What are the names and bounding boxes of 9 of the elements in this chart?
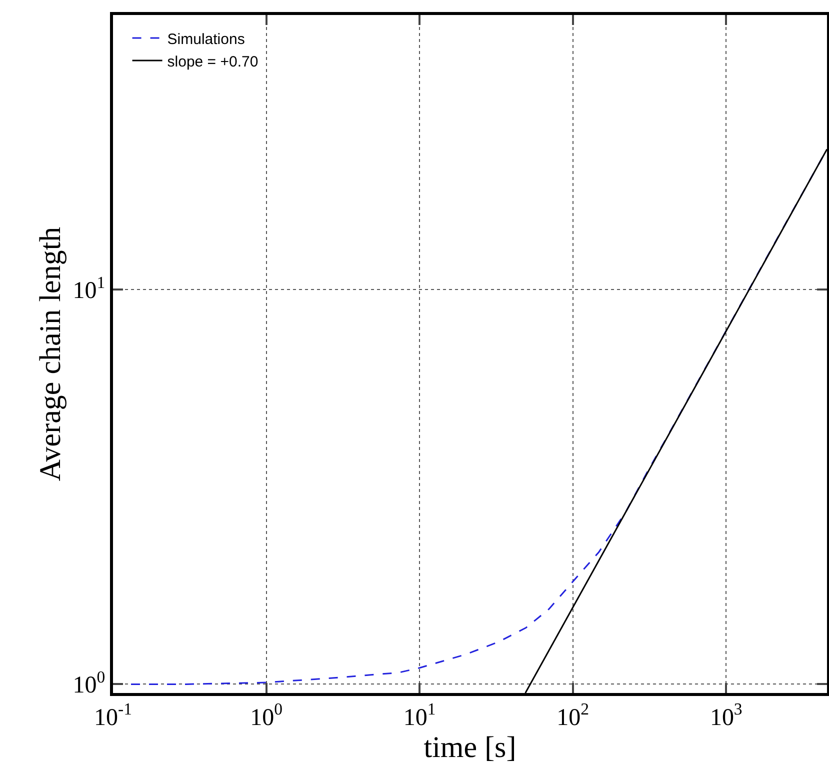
y-axis-title: Average chain length bbox=[34, 226, 67, 482]
x-tick-label: 10$^{-1}$ bbox=[94, 700, 132, 731]
x-tick-label: 10$^{3}$ bbox=[710, 700, 742, 731]
x-tick-label: 10$^{1}$ bbox=[403, 700, 436, 731]
x-axis-title: time [s] bbox=[424, 730, 516, 764]
x-tick-label: 10$^{2}$ bbox=[556, 700, 590, 731]
legend-label: Simulations bbox=[167, 30, 245, 48]
legend-label: slope = +0.70 bbox=[167, 53, 258, 70]
x-tick-label: 10$^{0}$ bbox=[250, 700, 282, 731]
